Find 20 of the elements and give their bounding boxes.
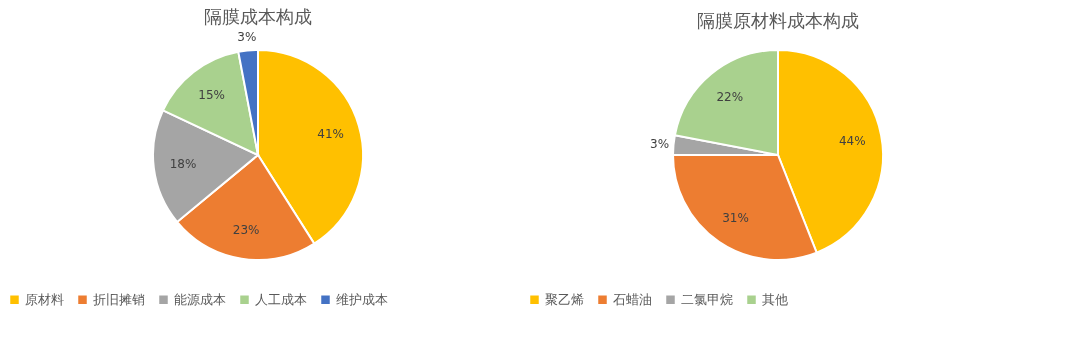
legend-label: 其他 — [762, 291, 788, 307]
data-label: 22% — [716, 89, 744, 104]
data-label: 41% — [317, 126, 344, 141]
chart-title: 隔膜成本构成 — [204, 5, 312, 27]
data-label: 3% — [650, 136, 670, 151]
data-label: 3% — [237, 29, 257, 44]
legend-label: 聚乙烯 — [545, 291, 584, 307]
legend-label: 石蜡油 — [613, 291, 652, 307]
data-label: 18% — [169, 157, 197, 172]
legend-label: 能源成本 — [174, 291, 226, 307]
data-label: 31% — [722, 210, 749, 225]
legend-label: 人工成本 — [255, 291, 307, 307]
data-label: 23% — [232, 222, 260, 237]
legend-label: 原材料 — [25, 291, 64, 307]
legend-label: 折旧摊销 — [93, 291, 145, 307]
data-label: 44% — [838, 133, 866, 148]
data-label: 15% — [198, 88, 225, 103]
legend-label: 二氯甲烷 — [681, 291, 733, 307]
legend-label: 维护成本 — [336, 291, 388, 307]
chart-title: 隔膜原材料成本构成 — [697, 10, 859, 31]
